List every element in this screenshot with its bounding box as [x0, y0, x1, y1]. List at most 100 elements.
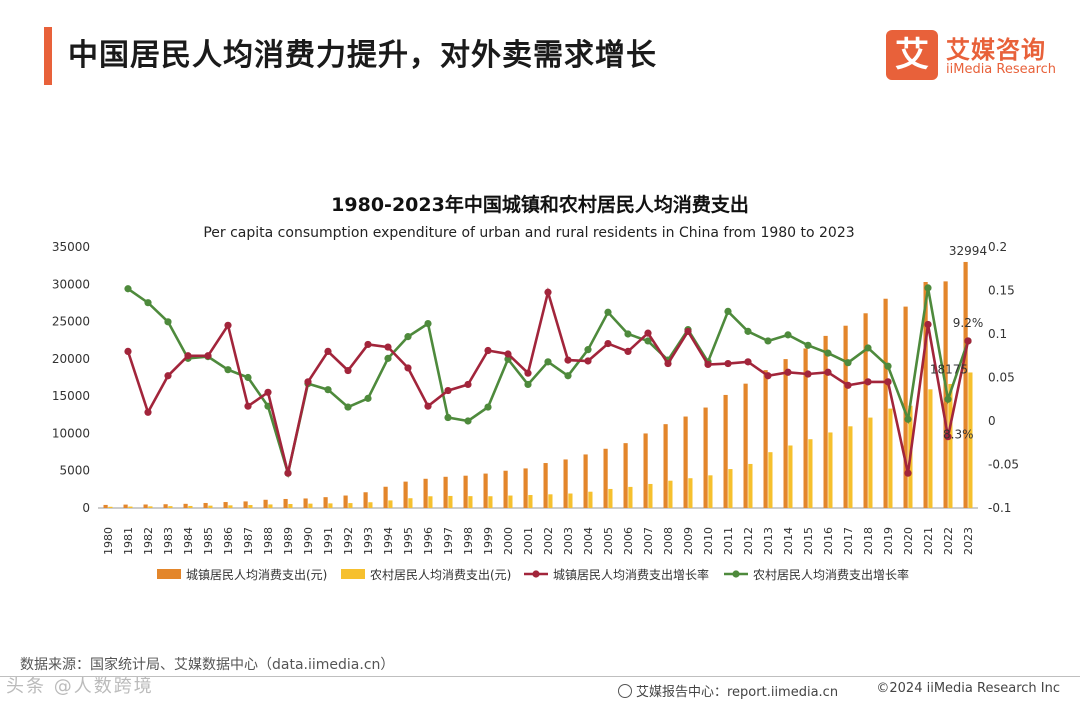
urban-growth-point	[684, 327, 692, 335]
rural-growth-point	[744, 327, 752, 335]
urban-consumption-bar	[303, 498, 308, 508]
urban-consumption-bar	[703, 407, 708, 508]
urban-consumption-bar	[363, 492, 368, 508]
urban-growth-point	[184, 352, 192, 360]
y-right-tick-label: 0	[988, 414, 996, 428]
x-tick-label: 1985	[202, 527, 215, 555]
urban-growth-point	[804, 370, 812, 378]
urban-growth-point	[344, 366, 352, 375]
rural-consumption-bar	[168, 506, 173, 508]
rural-consumption-bar	[608, 488, 613, 508]
rural-consumption-bar	[408, 498, 413, 508]
rural-growth-point	[764, 337, 772, 345]
rural-consumption-bar	[328, 503, 333, 508]
legend-marker	[732, 570, 740, 578]
rural-growth-point	[464, 417, 472, 425]
brand-name-cn: 艾媒咨询	[946, 36, 1046, 64]
legend-marker	[532, 570, 540, 578]
rural-growth-point	[804, 341, 812, 349]
brand-logo[interactable]: 艾 艾媒咨询 iiMedia Research	[886, 30, 1058, 82]
urban-growth-point	[164, 372, 172, 380]
x-tick-label: 1983	[162, 527, 175, 555]
urban-growth-point	[204, 352, 212, 360]
x-tick-label: 1990	[302, 527, 315, 555]
urban-consumption-bar	[243, 501, 248, 508]
rural-growth-point	[784, 331, 792, 339]
urban-consumption-bar	[743, 383, 748, 508]
urban-growth-point	[284, 469, 292, 477]
urban-consumption-bar	[183, 503, 188, 508]
urban-growth-point	[364, 340, 372, 349]
x-tick-label: 1999	[482, 527, 495, 555]
rural-consumption-bar	[808, 439, 813, 508]
x-tick-label: 2015	[802, 527, 815, 555]
x-tick-label: 2021	[922, 527, 935, 555]
urban-growth-point	[924, 320, 932, 329]
x-tick-label: 2011	[722, 527, 735, 555]
rural-consumption-bar	[128, 506, 133, 508]
urban-consumption-bar	[723, 394, 728, 508]
chart-subtitle: Per capita consumption expenditure of ur…	[203, 225, 855, 241]
urban-consumption-bar	[823, 335, 828, 508]
chart-title: 1980-2023年中国城镇和农村居民人均消费支出	[331, 194, 749, 216]
x-tick-label: 2005	[602, 527, 615, 555]
urban-consumption-bar	[343, 495, 348, 508]
y-left-tick-label: 10000	[52, 426, 90, 440]
combo-chart: 05000100001500020000250003000035000-0.1-…	[52, 240, 1019, 582]
urban-growth-point	[424, 402, 432, 410]
x-tick-label: 1986	[222, 527, 235, 555]
x-tick-label: 1984	[182, 527, 195, 555]
urban-consumption-bar	[903, 306, 908, 508]
x-tick-label: 2013	[762, 527, 775, 555]
rural-growth-point	[424, 319, 432, 328]
urban-consumption-bar	[783, 359, 788, 508]
rural-consumption-bar	[508, 495, 513, 508]
data-label: 32994	[949, 244, 987, 258]
urban-growth-point	[844, 381, 852, 389]
x-tick-label: 2017	[842, 527, 855, 555]
urban-growth-point	[904, 469, 912, 477]
rural-growth-point	[124, 285, 132, 293]
y-left-tick-label: 20000	[52, 352, 90, 366]
legend-label: 城镇居民人均消费支出增长率	[553, 567, 709, 582]
rural-consumption-bar	[768, 452, 773, 508]
x-tick-label: 2007	[642, 527, 655, 555]
x-tick-label: 2020	[902, 527, 915, 555]
rural-consumption-bar	[648, 483, 653, 508]
urban-growth-point	[784, 368, 792, 376]
x-tick-label: 1997	[442, 527, 455, 555]
y-right-tick-label: 0.05	[988, 371, 1015, 385]
rural-consumption-bar	[968, 372, 973, 508]
y-left-tick-label: 25000	[52, 315, 90, 329]
rural-growth-point	[164, 318, 172, 326]
urban-consumption-bar	[503, 470, 508, 508]
urban-consumption-bar	[163, 504, 168, 508]
rural-growth-point	[544, 358, 552, 366]
urban-growth-point	[644, 329, 652, 337]
urban-growth-point	[244, 402, 252, 410]
x-tick-label: 2004	[582, 527, 595, 555]
urban-growth-point	[224, 321, 232, 329]
rural-consumption-bar	[848, 426, 853, 508]
urban-consumption-bar	[443, 476, 448, 508]
brand-logo-mark: 艾	[886, 30, 938, 80]
rural-growth-point	[144, 299, 152, 307]
y-right-tick-label: 0.1	[988, 327, 1007, 341]
urban-consumption-bar	[523, 468, 528, 508]
x-tick-label: 2014	[782, 527, 795, 555]
rural-consumption-bar	[248, 505, 253, 508]
rural-consumption-bar	[428, 496, 433, 508]
x-tick-label: 1991	[322, 527, 335, 555]
rural-consumption-bar	[548, 494, 553, 508]
rural-consumption-bar	[228, 505, 233, 508]
y-left-tick-label: 35000	[52, 240, 90, 254]
footer-report-link[interactable]: 艾媒报告中心：report.iimedia.cn	[618, 681, 838, 700]
urban-growth-point	[724, 359, 732, 368]
y-left-tick-label: 30000	[52, 277, 90, 291]
urban-consumption-bar	[323, 497, 328, 508]
urban-consumption-bar	[883, 298, 888, 508]
urban-consumption-bar	[623, 443, 628, 508]
rural-consumption-bar	[868, 417, 873, 508]
x-tick-label: 2001	[522, 527, 535, 555]
rural-consumption-bar	[628, 486, 633, 508]
